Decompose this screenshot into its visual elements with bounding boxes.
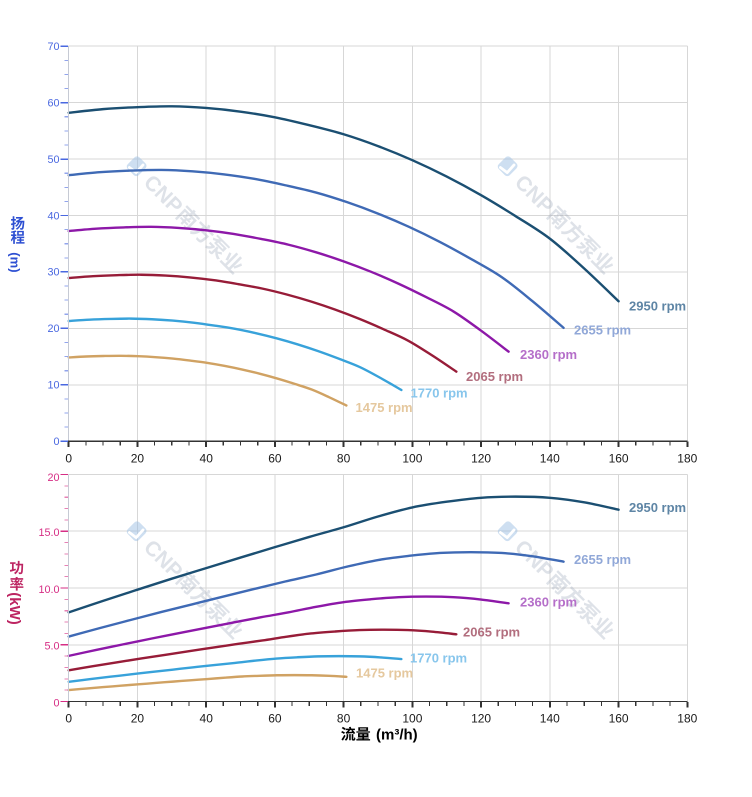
svg-text:2655 rpm: 2655 rpm [574, 322, 631, 337]
svg-text:1475 rpm: 1475 rpm [356, 400, 413, 415]
svg-text:2065 rpm: 2065 rpm [463, 625, 520, 640]
svg-text:60: 60 [268, 712, 282, 726]
svg-text:100: 100 [402, 451, 422, 465]
svg-text:120: 120 [471, 712, 491, 726]
svg-text:140: 140 [540, 451, 560, 465]
svg-text:0: 0 [53, 436, 59, 448]
svg-text:20: 20 [47, 472, 59, 484]
svg-text:2950 rpm: 2950 rpm [629, 299, 686, 314]
svg-text:50: 50 [47, 154, 59, 166]
svg-text:2950 rpm: 2950 rpm [629, 500, 686, 515]
svg-text:180: 180 [677, 712, 697, 726]
svg-text:1770 rpm: 1770 rpm [411, 385, 468, 400]
svg-text:140: 140 [540, 712, 560, 726]
svg-text:30: 30 [47, 267, 59, 279]
svg-text:40: 40 [200, 451, 214, 465]
svg-text:(m³/h): (m³/h) [376, 727, 418, 744]
svg-text:15.0: 15.0 [38, 527, 59, 539]
svg-text:40: 40 [47, 210, 59, 222]
svg-text:0: 0 [53, 697, 59, 709]
svg-text:0: 0 [65, 451, 72, 465]
svg-text:(kW): (kW) [6, 592, 23, 625]
svg-text:60: 60 [47, 97, 59, 109]
svg-text:10.0: 10.0 [38, 584, 59, 596]
svg-text:2655 rpm: 2655 rpm [574, 552, 631, 567]
svg-text:20: 20 [131, 451, 145, 465]
svg-text:2360 rpm: 2360 rpm [520, 594, 577, 609]
svg-text:1770 rpm: 1770 rpm [410, 650, 467, 665]
svg-text:100: 100 [402, 712, 422, 726]
svg-text:120: 120 [471, 451, 491, 465]
svg-text:160: 160 [609, 712, 629, 726]
svg-text:180: 180 [677, 451, 697, 465]
svg-text:2065 rpm: 2065 rpm [466, 369, 523, 384]
svg-text:20: 20 [47, 323, 59, 335]
svg-text:80: 80 [337, 451, 351, 465]
svg-text:60: 60 [268, 451, 282, 465]
svg-text:80: 80 [337, 712, 351, 726]
svg-text:20: 20 [131, 712, 145, 726]
svg-text:0: 0 [65, 712, 72, 726]
svg-text:2360 rpm: 2360 rpm [520, 347, 577, 362]
svg-text:1475 rpm: 1475 rpm [356, 665, 413, 680]
svg-text:10: 10 [47, 380, 59, 392]
svg-text:5.0: 5.0 [44, 641, 59, 653]
svg-text:40: 40 [200, 712, 214, 726]
svg-text:70: 70 [47, 41, 59, 53]
svg-text:(m): (m) [8, 252, 23, 272]
svg-text:160: 160 [609, 451, 629, 465]
